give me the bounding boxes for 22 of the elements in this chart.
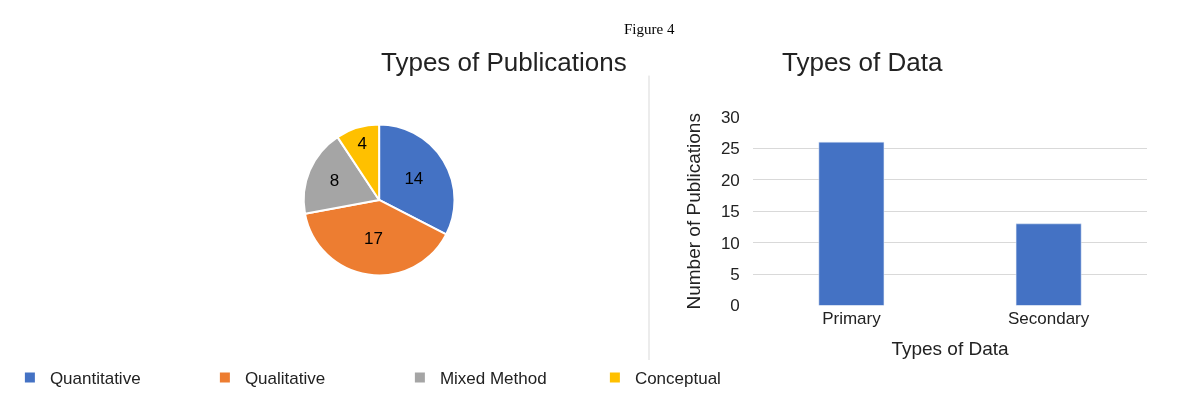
y-tick-label: 0 — [730, 296, 740, 316]
legend-label: Quantitative — [49, 369, 141, 389]
x-tick-label: Secondary — [1007, 308, 1090, 328]
y-tick-label: 5 — [730, 265, 740, 285]
x-tick-label: Primary — [822, 308, 882, 328]
data-label: 8 — [329, 171, 340, 191]
chart-title: Types of Publications — [381, 47, 627, 77]
y-tick-label: 10 — [720, 233, 740, 253]
legend-label: Qualitative — [244, 369, 326, 389]
y-tick-label: 25 — [720, 139, 740, 159]
y-axis-title: Number of Publications — [682, 113, 704, 310]
caption: Figure 4 — [624, 21, 675, 37]
chart-title: Types of Data — [782, 47, 943, 77]
data-label: 17 — [364, 228, 383, 248]
y-tick-label: 30 — [720, 107, 740, 127]
legend-label: Mixed Method — [439, 369, 547, 389]
legend-label: Conceptual — [634, 369, 721, 389]
y-tick-label: 15 — [720, 202, 740, 222]
data-label: 14 — [404, 169, 424, 189]
y-tick-label: 20 — [720, 170, 740, 190]
data-label: 4 — [357, 134, 367, 154]
x-axis-title: Types of Data — [891, 338, 1010, 360]
